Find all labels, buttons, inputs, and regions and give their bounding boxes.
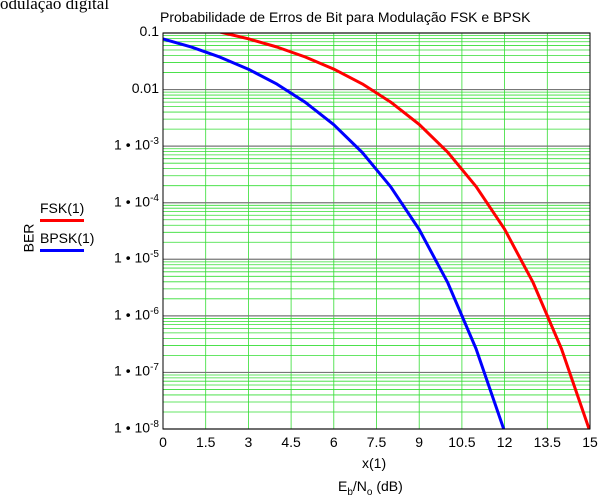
y-tick-label: 1 • 10-3 bbox=[99, 136, 159, 153]
x-tick-label: 13.5 bbox=[533, 434, 561, 450]
legend-fsk-label: FSK(1) bbox=[40, 200, 85, 216]
y-tick-label: 1 • 10-4 bbox=[99, 193, 159, 210]
ebno-e: E bbox=[338, 478, 348, 494]
chart-title: Probabilidade de Erros de Bit para Modul… bbox=[160, 9, 531, 25]
series-lines bbox=[163, 33, 590, 429]
legend-fsk-line bbox=[40, 219, 84, 222]
y-tick-exponent: -7 bbox=[150, 362, 159, 374]
y-tick-base: 1 • 10 bbox=[114, 249, 151, 266]
x-tick-label: 3 bbox=[244, 434, 253, 450]
series-line-bpsk-1- bbox=[163, 37, 506, 429]
legend-bpsk-label: BPSK(1) bbox=[40, 230, 95, 246]
y-tick-label: 1 • 10-7 bbox=[99, 362, 159, 379]
ebno-sub-b: b bbox=[347, 486, 353, 498]
x-tick-label: 10.5 bbox=[448, 434, 476, 450]
y-tick-base: 1 • 10 bbox=[114, 136, 151, 153]
legend-bpsk-line bbox=[40, 249, 84, 252]
y-tick-base: 1 • 10 bbox=[114, 306, 151, 323]
x-tick-label: 7.5 bbox=[366, 434, 387, 450]
y-tick-exponent: -4 bbox=[150, 192, 159, 204]
y-tick-base: 1 • 10 bbox=[114, 419, 151, 436]
y-tick-base: 1 • 10 bbox=[114, 363, 151, 380]
x-tick-label: 9 bbox=[415, 434, 424, 450]
x-axis-label-ebno: Eb/No (dB) bbox=[338, 478, 403, 498]
y-tick-label: 1 • 10-5 bbox=[99, 249, 159, 266]
x-axis-label: x(1) bbox=[362, 455, 387, 471]
x-tick-label: 15 bbox=[582, 434, 598, 450]
x-tick-label: 4.5 bbox=[281, 434, 301, 450]
y-tick-exponent: -8 bbox=[150, 419, 159, 430]
plot-frame bbox=[162, 32, 591, 430]
legend-fsk: FSK(1) bbox=[40, 200, 85, 222]
y-tick-exponent: -3 bbox=[150, 136, 159, 148]
x-tick-label: 0 bbox=[159, 434, 167, 450]
ebno-unit: (dB) bbox=[372, 478, 403, 494]
legend-bpsk: BPSK(1) bbox=[40, 230, 95, 252]
y-tick-exponent: -6 bbox=[150, 305, 159, 317]
y-tick-label: 0.01 bbox=[99, 80, 159, 96]
y-tick-label: 1 • 10-8 bbox=[99, 419, 159, 436]
y-tick-base: 0.01 bbox=[131, 79, 159, 96]
y-tick-label: 0.1 bbox=[99, 23, 159, 39]
x-tick-label: 1.5 bbox=[195, 434, 216, 450]
x-tick-label: 6 bbox=[329, 434, 338, 450]
ebno-sub-o: o bbox=[366, 486, 373, 498]
y-axis-label: BER bbox=[20, 223, 37, 253]
y-tick-base: 1 • 10 bbox=[114, 193, 151, 210]
series-line-fsk-1- bbox=[217, 33, 590, 429]
y-tick-base: 0.1 bbox=[139, 23, 159, 39]
y-tick-label: 1 • 10-6 bbox=[99, 306, 159, 323]
ebno-n: /N bbox=[352, 478, 367, 494]
page-top-text-fragment: odulação digital bbox=[0, 0, 110, 13]
y-tick-exponent: -5 bbox=[150, 249, 159, 261]
x-tick-label: 12 bbox=[496, 434, 513, 450]
